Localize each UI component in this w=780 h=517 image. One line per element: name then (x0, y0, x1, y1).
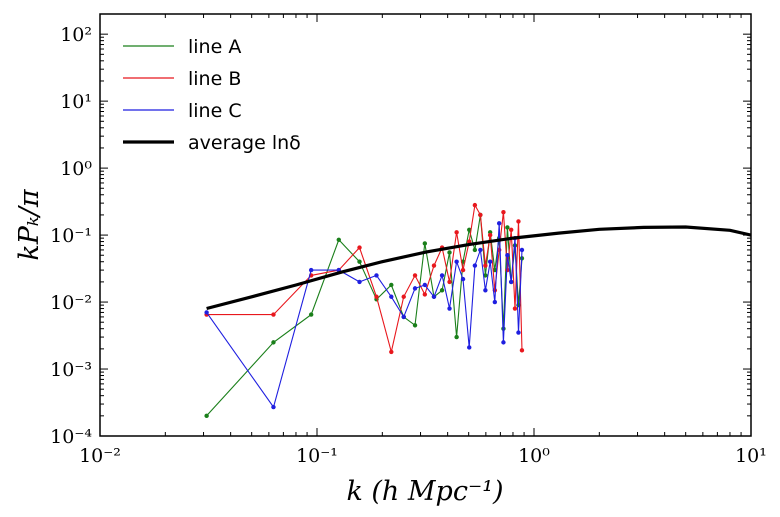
legend-label: line B (188, 68, 241, 90)
data-point (389, 282, 394, 288)
data-point (501, 209, 506, 215)
data-point (454, 259, 459, 264)
y-tick-label: 10² (60, 24, 92, 46)
data-point (483, 288, 488, 293)
data-point (431, 294, 437, 299)
data-point (478, 212, 483, 218)
data-point (516, 219, 521, 224)
legend: line A line B line C average lnδ (123, 36, 301, 154)
data-point (431, 263, 437, 268)
x-tick-label: 10¹ (735, 445, 767, 467)
x-axis-label: k (h Mpc⁻¹) (346, 476, 503, 507)
data-point (401, 294, 406, 299)
data-point (412, 323, 418, 328)
y-tick-label: 10⁻³ (50, 359, 92, 381)
y-tick-label: 10⁰ (60, 158, 92, 180)
data-point (357, 259, 362, 264)
data-point (454, 230, 459, 235)
data-point (472, 247, 478, 253)
data-point (422, 292, 428, 297)
y-tick-label: 10⁻¹ (50, 225, 92, 247)
legend-label: line C (188, 100, 242, 122)
data-point (460, 267, 466, 273)
data-point (483, 273, 488, 278)
data-point (389, 349, 394, 355)
data-point (271, 312, 276, 317)
y-tick-label: 10⁻⁴ (50, 426, 92, 448)
data-point (487, 259, 493, 264)
data-point (204, 413, 209, 419)
data-point (447, 306, 452, 311)
data-point (505, 225, 510, 230)
data-point (336, 237, 341, 243)
data-point (447, 279, 452, 285)
x-tick-label: 10⁰ (518, 445, 550, 467)
data-point (401, 314, 406, 320)
series-line (206, 203, 523, 353)
data-point (508, 227, 514, 232)
series-line (206, 214, 523, 417)
data-point (478, 247, 483, 253)
data-point (492, 299, 498, 305)
data-point (472, 263, 478, 268)
data-point (357, 245, 362, 250)
data-point (389, 294, 394, 299)
data-point (447, 250, 452, 255)
y-axis-label: kPₖ/π (14, 188, 45, 260)
data-point (412, 286, 418, 291)
data-point (505, 253, 510, 258)
chart-marks (204, 202, 751, 419)
data-point (516, 330, 521, 335)
y-tick-label: 10⁻² (50, 292, 92, 314)
legend-label: line A (188, 36, 241, 58)
data-point (472, 202, 478, 208)
data-point (412, 273, 418, 278)
data-point (501, 340, 506, 345)
data-point (519, 247, 525, 253)
data-point (271, 340, 276, 345)
data-point (357, 279, 362, 285)
data-point (374, 294, 379, 299)
y-tick-label: 10¹ (60, 91, 92, 113)
x-tick-label: 10⁻² (79, 445, 121, 467)
data-point (439, 273, 445, 278)
data-point (508, 279, 514, 285)
data-point (454, 334, 459, 340)
data-point (467, 345, 472, 350)
series-line (206, 223, 523, 409)
data-point (487, 232, 493, 238)
data-point (308, 267, 314, 273)
data-point (496, 221, 502, 226)
axis-ticks: 10⁻² 10⁻¹ 10⁰ 10¹ 10⁻⁴ 10⁻³ 10⁻² 10⁻¹ 10⁰ 10¹ 10² (50, 13, 767, 467)
data-point (374, 273, 379, 278)
data-point (204, 310, 209, 315)
data-point (512, 306, 518, 311)
data-point (271, 404, 276, 410)
data-point (467, 239, 472, 244)
data-point (439, 288, 445, 293)
plot-frame (99, 13, 752, 437)
data-point (483, 263, 488, 268)
data-point (519, 348, 525, 353)
data-point (308, 312, 314, 317)
series-line-average (206, 225, 751, 311)
x-tick-label: 10⁻¹ (296, 445, 338, 467)
data-point (422, 241, 428, 246)
data-point (422, 282, 428, 288)
data-point (460, 276, 466, 282)
legend-label: average lnδ (188, 132, 301, 154)
